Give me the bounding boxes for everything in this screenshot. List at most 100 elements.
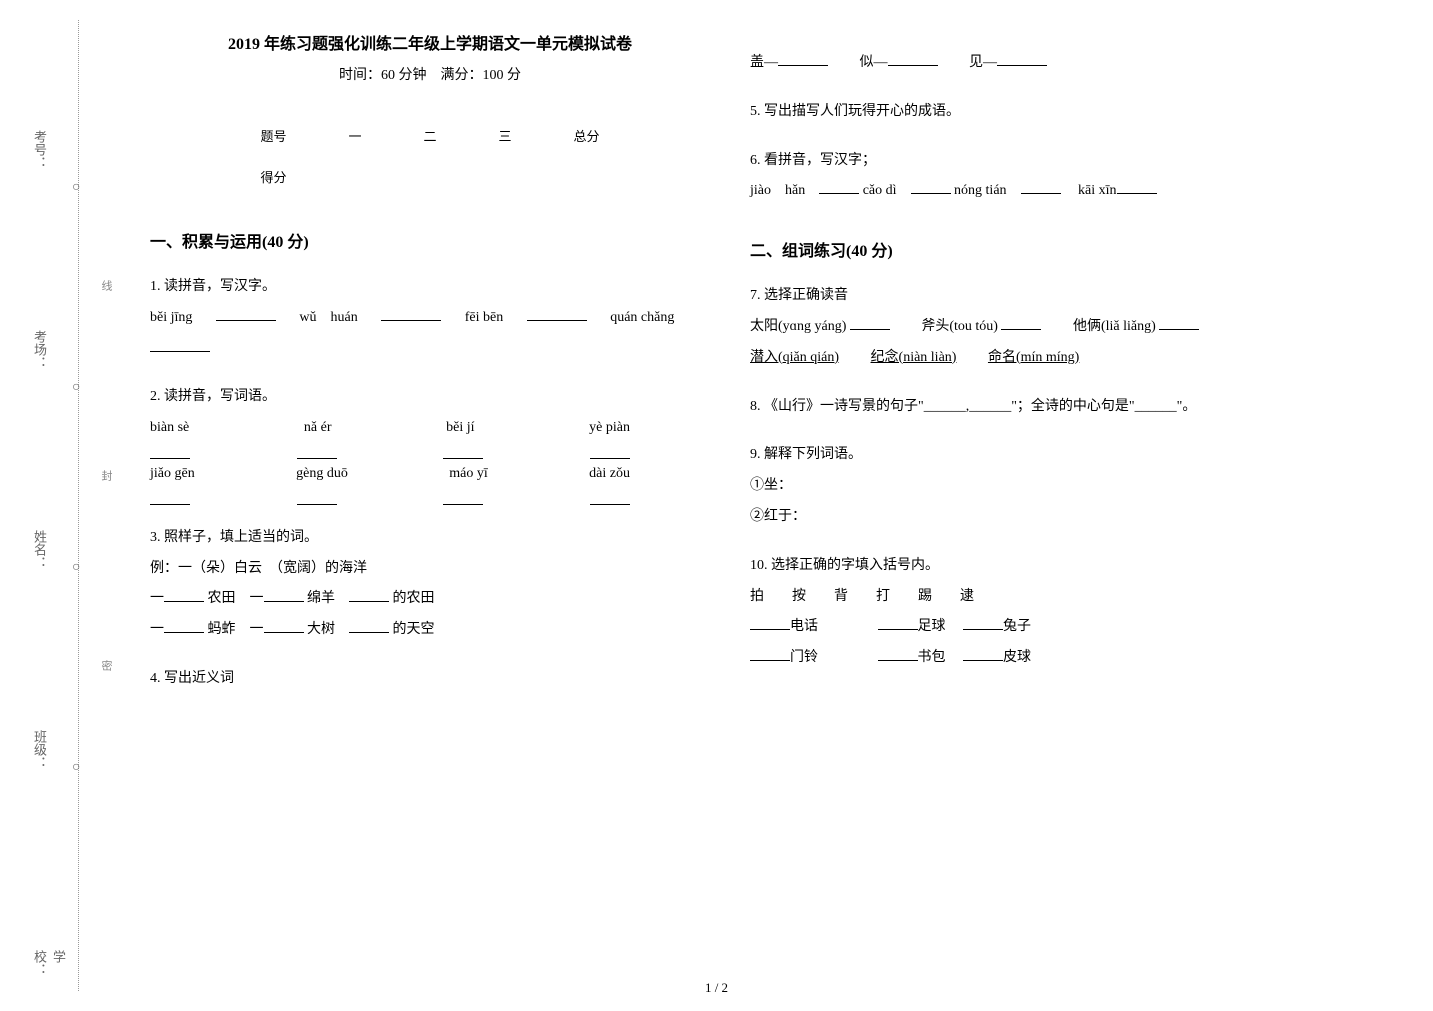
q10-label: 10. 选择正确的字填入括号内。 xyxy=(750,551,1310,582)
blank xyxy=(963,615,1003,630)
blank xyxy=(297,444,337,459)
blank xyxy=(1159,315,1199,330)
q1-item: wǔ huán xyxy=(299,303,357,334)
q2-item: yè piàn xyxy=(589,413,630,444)
blank xyxy=(750,615,790,630)
blank xyxy=(590,490,630,505)
q10-word: 书包 xyxy=(918,650,946,665)
exam-subtitle: 时间：60 分钟 满分：100 分 xyxy=(150,64,710,84)
q4-label: 4. 写出近义词 xyxy=(150,664,710,695)
q7-label: 7. 选择正确读音 xyxy=(750,281,1310,312)
q6-text: nóng tián xyxy=(954,183,1021,198)
q9-item-1: ①坐： xyxy=(750,471,1310,502)
blank xyxy=(349,618,389,633)
blank xyxy=(590,444,630,459)
q7-item: 太阳(yɑng yáng) xyxy=(750,319,846,334)
blank xyxy=(150,337,210,352)
q7-item: 命名(mín míng) xyxy=(988,350,1079,365)
q1-label: 1. 读拼音，写汉字。 xyxy=(150,272,710,303)
q2-item: máo yī xyxy=(449,459,488,490)
q3-text: 大树 xyxy=(307,622,349,637)
blank xyxy=(778,51,828,66)
blank xyxy=(878,615,918,630)
score-table: 题号 一 二 三 总分 得分 xyxy=(228,114,631,198)
label-class: 班级： xyxy=(30,730,49,769)
blank xyxy=(888,51,938,66)
page-number: 1 / 2 xyxy=(705,980,728,996)
blank xyxy=(349,587,389,602)
blank xyxy=(850,315,890,330)
label-exam-no: 考号： xyxy=(30,130,49,169)
seal-label-seal: 封 xyxy=(98,470,114,481)
q10-word: 电话 xyxy=(790,619,818,634)
question-1: 1. 读拼音，写汉字。 běi jīng wǔ huán fēi bēn quá… xyxy=(150,272,710,364)
blank xyxy=(1001,315,1041,330)
left-column: 2019 年练习题强化训练二年级上学期语文一单元模拟试卷 时间：60 分钟 满分… xyxy=(130,10,730,733)
q1-item: běi jīng xyxy=(150,303,192,334)
question-8: 8. 《山行》一诗写景的句子"______,______"；全诗的中心句是"__… xyxy=(750,392,1310,423)
blank xyxy=(1021,179,1061,194)
q3-text: 蚂蚱 一 xyxy=(208,622,264,637)
q7-item: 斧头(tou tóu) xyxy=(921,319,998,334)
q10-word: 足球 xyxy=(918,619,946,634)
q6-text: kāi xīn xyxy=(1064,183,1117,198)
q3-text: 绵羊 xyxy=(307,591,349,606)
section-2-heading: 二、组词练习(40 分) xyxy=(750,237,1310,261)
blank xyxy=(750,646,790,661)
q2-item: jiǎo gēn xyxy=(150,459,195,490)
question-5: 5. 写出描写人们玩得开心的成语。 xyxy=(750,97,1310,128)
q10-word: 皮球 xyxy=(1003,650,1031,665)
binding-circle: ○ xyxy=(72,560,80,576)
content-columns: 2019 年练习题强化训练二年级上学期语文一单元模拟试卷 时间：60 分钟 满分… xyxy=(130,10,1330,733)
q4-item: 似— xyxy=(860,55,888,70)
binding-circle: ○ xyxy=(72,380,80,396)
exam-title: 2019 年练习题强化训练二年级上学期语文一单元模拟试卷 xyxy=(150,30,710,54)
score-header-row: 题号 一 二 三 总分 xyxy=(230,116,629,155)
question-6: 6. 看拼音，写汉字； jiào hǎn cǎo dì nóng tián kā… xyxy=(750,146,1310,208)
blank xyxy=(381,306,441,321)
q2-item: gèng duō xyxy=(296,459,348,490)
q6-text: cǎo dì xyxy=(863,183,911,198)
blank xyxy=(819,179,859,194)
q7-item: 他俩(liǎ liǎng) xyxy=(1073,319,1156,334)
q1-item: quán chǎng xyxy=(610,303,674,334)
section-1-heading: 一、积累与运用(40 分) xyxy=(150,228,710,252)
blank xyxy=(297,490,337,505)
td-score-label: 得分 xyxy=(230,157,316,196)
q9-label: 9. 解释下列词语。 xyxy=(750,440,1310,471)
q6-text: jiào hǎn xyxy=(750,183,819,198)
q4-item: 盖— xyxy=(750,55,778,70)
blank xyxy=(911,179,951,194)
q7-item: 纪念(niàn liàn) xyxy=(871,350,957,365)
q2-label: 2. 读拼音，写词语。 xyxy=(150,382,710,413)
blank xyxy=(443,490,483,505)
q3-text: 的农田 xyxy=(393,591,435,606)
binding-circle: ○ xyxy=(72,180,80,196)
blank xyxy=(216,306,276,321)
q4-item: 见— xyxy=(969,55,997,70)
blank xyxy=(527,306,587,321)
score-value-row: 得分 xyxy=(230,157,629,196)
th-3: 三 xyxy=(469,116,542,155)
q4-items: 盖— 似— 见— xyxy=(750,48,1310,79)
label-room: 考场： xyxy=(30,330,49,369)
th-2: 二 xyxy=(393,116,466,155)
q2-item: nǎ ér xyxy=(304,413,332,444)
question-9: 9. 解释下列词语。 ①坐： ②红于： xyxy=(750,440,1310,532)
blank xyxy=(963,646,1003,661)
blank xyxy=(150,490,190,505)
binding-strip: 考号： 考场： 姓名： 班级： 学校： xyxy=(30,30,70,981)
q3-label: 3. 照样子，填上适当的词。 xyxy=(150,523,710,554)
q3-text: 一 xyxy=(150,591,164,606)
question-2: 2. 读拼音，写词语。 biàn sè nǎ ér běi jí yè piàn… xyxy=(150,382,710,504)
q3-text: 的天空 xyxy=(393,622,435,637)
q3-text: 一 xyxy=(150,622,164,637)
q2-item: běi jí xyxy=(446,413,474,444)
q10-word: 门铃 xyxy=(790,650,818,665)
th-label: 题号 xyxy=(230,116,316,155)
blank xyxy=(443,444,483,459)
q2-item: dài zǒu xyxy=(589,459,630,490)
question-4: 4. 写出近义词 xyxy=(150,664,710,695)
blank xyxy=(997,51,1047,66)
right-column: 盖— 似— 见— 5. 写出描写人们玩得开心的成语。 6. 看拼音，写汉字； j… xyxy=(730,10,1330,733)
